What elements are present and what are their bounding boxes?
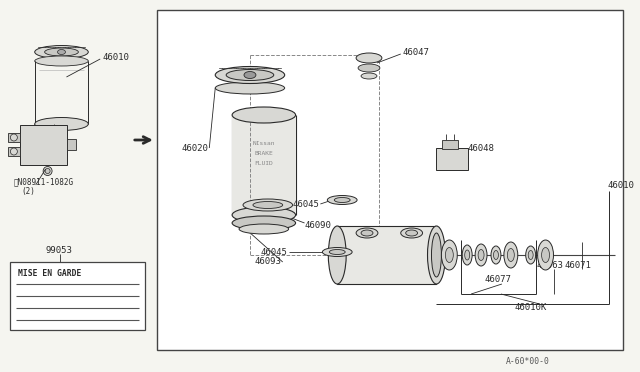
Ellipse shape — [244, 71, 256, 78]
Text: FLUID: FLUID — [255, 160, 273, 166]
Ellipse shape — [232, 107, 296, 123]
Ellipse shape — [428, 226, 445, 284]
Text: 46093: 46093 — [255, 257, 282, 266]
Bar — [232, 115, 296, 215]
Bar — [20, 125, 67, 165]
Ellipse shape — [406, 230, 417, 236]
Text: BRAKE: BRAKE — [255, 151, 273, 155]
Text: 46077: 46077 — [484, 276, 511, 285]
Ellipse shape — [35, 45, 88, 58]
Text: MISE EN GARDE: MISE EN GARDE — [18, 269, 81, 278]
Text: 46063: 46063 — [536, 260, 563, 269]
Ellipse shape — [35, 118, 88, 131]
Ellipse shape — [58, 49, 65, 55]
Bar — [337, 226, 436, 284]
Ellipse shape — [10, 148, 17, 155]
Text: 46090: 46090 — [305, 221, 332, 230]
Ellipse shape — [253, 202, 283, 208]
Bar — [67, 139, 76, 150]
Ellipse shape — [356, 228, 378, 238]
Text: (2): (2) — [22, 186, 36, 196]
Ellipse shape — [328, 226, 346, 284]
Ellipse shape — [528, 250, 533, 260]
Ellipse shape — [445, 247, 453, 263]
Ellipse shape — [401, 228, 422, 238]
Ellipse shape — [361, 73, 377, 79]
Ellipse shape — [491, 246, 501, 264]
Ellipse shape — [215, 82, 285, 94]
Ellipse shape — [442, 240, 457, 270]
Ellipse shape — [475, 244, 487, 266]
Ellipse shape — [431, 233, 442, 277]
Bar — [8, 147, 20, 156]
Text: 46045: 46045 — [261, 247, 288, 257]
Bar — [10, 262, 145, 330]
Text: 46048: 46048 — [467, 144, 494, 153]
Ellipse shape — [215, 67, 285, 83]
Bar — [157, 10, 623, 350]
Text: ⓝN08911-1082G: ⓝN08911-1082G — [14, 177, 74, 186]
Text: 46020: 46020 — [182, 144, 209, 153]
Ellipse shape — [361, 230, 373, 236]
Ellipse shape — [358, 64, 380, 72]
Ellipse shape — [465, 250, 470, 260]
Ellipse shape — [538, 240, 554, 270]
Text: 46010K: 46010K — [515, 304, 547, 312]
Ellipse shape — [334, 198, 350, 202]
Ellipse shape — [45, 48, 78, 56]
Text: NIssan: NIssan — [253, 141, 275, 145]
Ellipse shape — [43, 167, 52, 176]
Text: 46071: 46071 — [564, 260, 591, 269]
Ellipse shape — [232, 216, 296, 230]
Text: A-60*00-0: A-60*00-0 — [506, 357, 550, 366]
Ellipse shape — [45, 169, 50, 173]
Ellipse shape — [239, 224, 289, 234]
Bar — [442, 140, 458, 149]
Ellipse shape — [327, 196, 357, 205]
Ellipse shape — [525, 246, 536, 264]
Ellipse shape — [508, 248, 515, 262]
Ellipse shape — [478, 250, 484, 260]
Ellipse shape — [493, 250, 499, 260]
Text: 46010: 46010 — [607, 180, 634, 189]
Text: 46047: 46047 — [403, 48, 429, 57]
Ellipse shape — [356, 53, 382, 63]
Ellipse shape — [541, 247, 550, 263]
Ellipse shape — [10, 134, 17, 141]
Text: 99053: 99053 — [45, 246, 72, 254]
Ellipse shape — [462, 245, 472, 265]
Ellipse shape — [323, 247, 352, 257]
Ellipse shape — [330, 250, 345, 254]
Ellipse shape — [35, 56, 88, 66]
Text: 46010: 46010 — [102, 52, 129, 61]
Bar — [436, 148, 468, 170]
Ellipse shape — [232, 207, 296, 223]
Ellipse shape — [226, 70, 274, 80]
Ellipse shape — [504, 242, 518, 268]
Ellipse shape — [243, 199, 292, 211]
Bar — [8, 133, 20, 142]
Text: 46045: 46045 — [292, 199, 319, 208]
